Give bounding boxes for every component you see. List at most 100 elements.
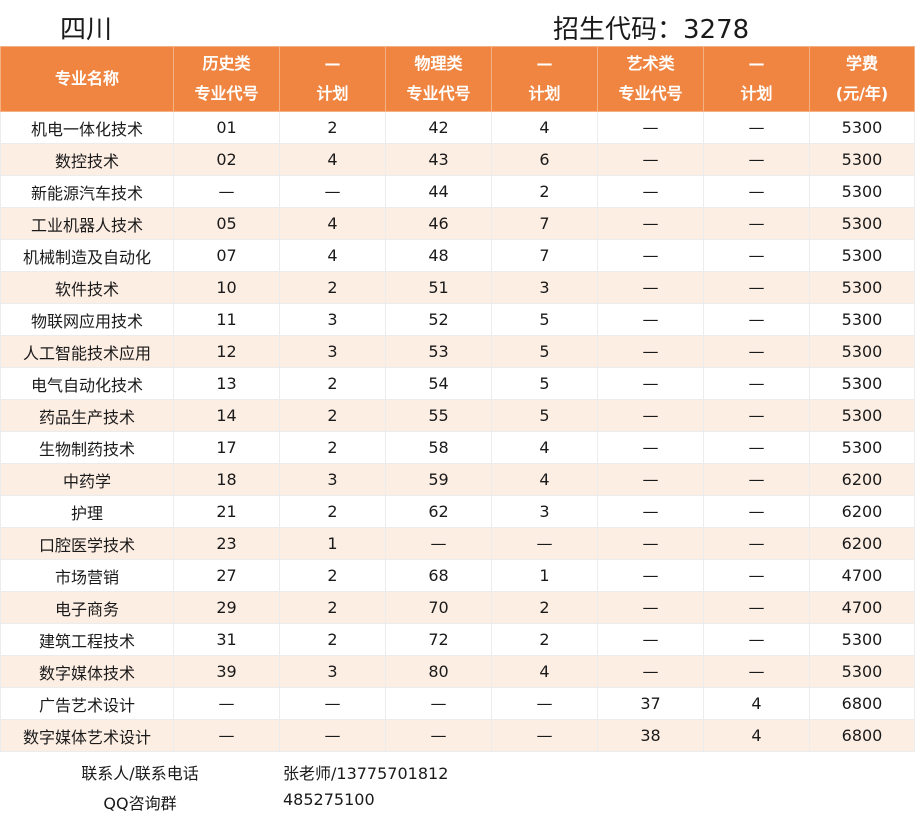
table-cell: 6800: [809, 687, 915, 720]
major-name-cell: 广告艺术设计: [0, 687, 174, 720]
table-cell: —: [703, 207, 810, 240]
table-cell: 6800: [809, 719, 915, 752]
table-cell: —: [597, 431, 704, 464]
table-cell: 5300: [809, 399, 915, 432]
table-cell: 2: [279, 559, 386, 592]
column-header: 专业名称: [0, 46, 174, 112]
table-cell: —: [597, 143, 704, 176]
province-label: 四川: [60, 15, 113, 45]
major-name-cell: 生物制药技术: [0, 431, 174, 464]
table-cell: —: [703, 239, 810, 272]
table-cell: —: [173, 175, 280, 208]
table-cell: 4: [491, 463, 598, 496]
table-cell: —: [703, 335, 810, 368]
table-cell: 2: [279, 591, 386, 624]
table-cell: 5300: [809, 623, 915, 656]
table-cell: —: [597, 591, 704, 624]
table-cell: —: [597, 111, 704, 144]
table-cell: 2: [279, 623, 386, 656]
table-cell: —: [597, 527, 704, 560]
table-row: 数控技术 02 4 43 6— —5300: [0, 143, 915, 176]
column-header: — 计划: [279, 46, 386, 112]
qq-group-label: QQ咨询群: [103, 794, 177, 813]
table-cell: 55: [385, 399, 492, 432]
table-cell: 1: [491, 559, 598, 592]
table-cell: —: [703, 591, 810, 624]
table-cell: 2: [279, 367, 386, 400]
table-cell: —: [597, 623, 704, 656]
table-row: 生物制药技术 17 2 58 4— —5300: [0, 431, 915, 464]
table-cell: —: [173, 719, 280, 752]
table-cell: —: [703, 527, 810, 560]
column-header: 艺术类 专业代号: [597, 46, 704, 112]
table-cell: 4: [491, 111, 598, 144]
table-cell: —: [597, 655, 704, 688]
table-cell: —: [385, 719, 492, 752]
table-row: 工业机器人技术 05 4 46 7— —5300: [0, 207, 915, 240]
table-cell: —: [385, 687, 492, 720]
qq-group-value: 485275100: [283, 790, 375, 809]
table-cell: 1: [279, 527, 386, 560]
table-cell: 6200: [809, 463, 915, 496]
table-cell: 2: [491, 175, 598, 208]
table-cell: 48: [385, 239, 492, 272]
column-header-text: 计划: [740, 84, 773, 103]
table-cell: 23: [173, 527, 280, 560]
title-bar: 四川 招生代码：3278: [0, 0, 915, 46]
table-cell: 5300: [809, 143, 915, 176]
table-cell: 3: [491, 271, 598, 304]
table-cell: 4: [279, 207, 386, 240]
table-cell: —: [703, 303, 810, 336]
table-cell: 3: [491, 495, 598, 528]
table-cell: 21: [173, 495, 280, 528]
table-cell: 2: [491, 623, 598, 656]
table-cell: —: [385, 527, 492, 560]
table-cell: 5: [491, 303, 598, 336]
table-cell: 44: [385, 175, 492, 208]
table-cell: —: [597, 207, 704, 240]
table-row: 电气自动化技术 13 2 54 5— —5300: [0, 367, 915, 400]
table-cell: 2: [279, 495, 386, 528]
table-cell: 62: [385, 495, 492, 528]
table-row: 软件技术 10 2 51 3— —5300: [0, 271, 915, 304]
table-cell: —: [597, 175, 704, 208]
table-cell: —: [703, 143, 810, 176]
major-name-cell: 电子商务: [0, 591, 174, 624]
admission-code-label: 招生代码：3278: [553, 15, 750, 45]
contact-person-value: 张老师/13775701812: [283, 764, 449, 783]
column-header-text: (元/年): [835, 84, 889, 103]
major-name-cell: 工业机器人技术: [0, 207, 174, 240]
table-cell: —: [597, 399, 704, 432]
table-cell: 05: [173, 207, 280, 240]
table-cell: —: [703, 559, 810, 592]
column-header-text: 历史类: [202, 54, 251, 73]
column-header-text: 专业代号: [618, 84, 683, 103]
major-name-cell: 中药学: [0, 463, 174, 496]
table-cell: —: [703, 463, 810, 496]
table-cell: 01: [173, 111, 280, 144]
column-header-text: 艺术类: [626, 54, 675, 73]
table-row: 口腔医学技术 23 1— — — —6200: [0, 527, 915, 560]
table-cell: 2: [279, 111, 386, 144]
table-cell: —: [703, 655, 810, 688]
table-cell: 59: [385, 463, 492, 496]
table-cell: 4700: [809, 591, 915, 624]
table-cell: 70: [385, 591, 492, 624]
table-body: 机电一体化技术 01 2 42 4— —5300 数控技术 02 4 43 6— —5300 新能源汽车…: [0, 111, 915, 752]
table-cell: 5: [491, 335, 598, 368]
major-name-cell: 药品生产技术: [0, 399, 174, 432]
column-header: 物理类 专业代号: [385, 46, 492, 112]
major-name-cell: 市场营销: [0, 559, 174, 592]
table-cell: —: [703, 431, 810, 464]
table-row: 中药学 18 3 59 4— —6200: [0, 463, 915, 496]
table-cell: —: [597, 239, 704, 272]
table-cell: 29: [173, 591, 280, 624]
table-cell: 4700: [809, 559, 915, 592]
major-name-cell: 新能源汽车技术: [0, 175, 174, 208]
table-cell: 02: [173, 143, 280, 176]
major-name-cell: 建筑工程技术: [0, 623, 174, 656]
table-cell: 5: [491, 367, 598, 400]
table-cell: —: [491, 527, 598, 560]
table-cell: 5: [491, 399, 598, 432]
table-cell: 7: [491, 239, 598, 272]
